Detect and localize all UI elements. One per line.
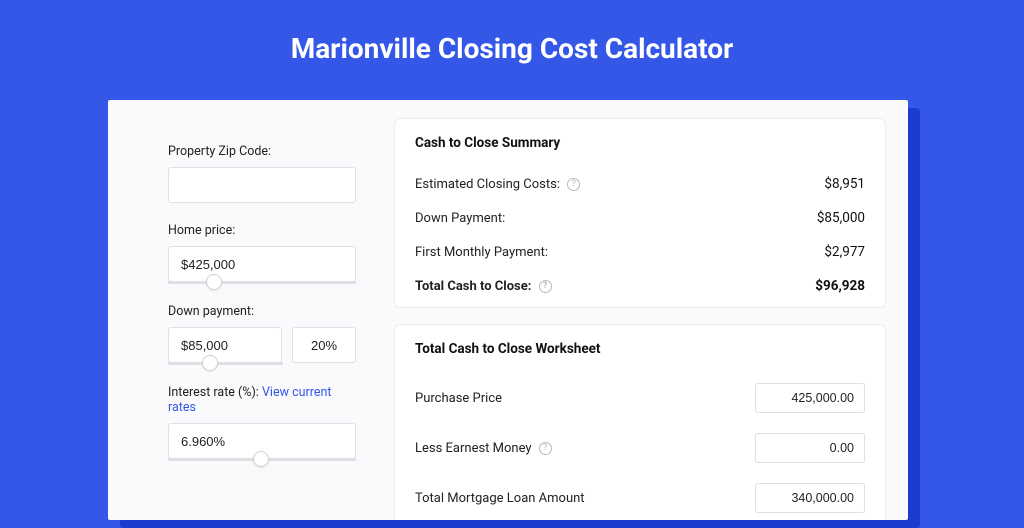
worksheet-input-loan-amount[interactable] xyxy=(755,483,865,513)
down-payment-slider[interactable] xyxy=(168,362,283,365)
zip-field-group: Property Zip Code: xyxy=(168,144,356,203)
home-price-slider-thumb[interactable] xyxy=(206,274,222,290)
summary-title: Cash to Close Summary xyxy=(415,135,865,151)
worksheet-title: Total Cash to Close Worksheet xyxy=(415,341,865,357)
summary-label-text: Estimated Closing Costs: xyxy=(415,177,560,192)
summary-panel: Cash to Close Summary Estimated Closing … xyxy=(394,118,886,308)
summary-total-value: $96,928 xyxy=(815,278,865,294)
zip-label: Property Zip Code: xyxy=(168,144,356,159)
results-column: Cash to Close Summary Estimated Closing … xyxy=(378,100,908,520)
down-payment-slider-thumb[interactable] xyxy=(202,355,218,371)
summary-total-label-text: Total Cash to Close: xyxy=(415,279,531,294)
inputs-column: Property Zip Code: Home price: Down paym… xyxy=(108,100,378,520)
worksheet-label: Less Earnest Money ? xyxy=(415,441,552,456)
help-icon[interactable]: ? xyxy=(567,178,580,191)
interest-rate-slider[interactable] xyxy=(168,458,356,461)
summary-label: First Monthly Payment: xyxy=(415,245,548,260)
summary-value: $2,977 xyxy=(824,244,865,260)
worksheet-label-text: Less Earnest Money xyxy=(415,441,532,456)
worksheet-label: Purchase Price xyxy=(415,391,502,406)
down-payment-pct-input[interactable] xyxy=(292,327,356,363)
down-payment-label: Down payment: xyxy=(168,304,356,319)
summary-value: $85,000 xyxy=(817,210,865,226)
worksheet-input-earnest-money[interactable] xyxy=(755,433,865,463)
down-payment-field-group: Down payment: xyxy=(168,304,356,365)
summary-label: Down Payment: xyxy=(415,211,505,226)
summary-value: $8,951 xyxy=(824,176,865,192)
summary-label: Estimated Closing Costs: ? xyxy=(415,177,580,192)
worksheet-label: Total Mortgage Loan Amount xyxy=(415,491,585,506)
summary-row-total: Total Cash to Close: ? $96,928 xyxy=(415,269,865,303)
worksheet-row-earnest-money: Less Earnest Money ? xyxy=(415,423,865,473)
interest-rate-label: Interest rate (%): View current rates xyxy=(168,385,356,415)
worksheet-panel: Total Cash to Close Worksheet Purchase P… xyxy=(394,324,886,520)
interest-rate-field-group: Interest rate (%): View current rates xyxy=(168,385,356,461)
down-payment-input[interactable] xyxy=(168,327,282,363)
calculator-card: Property Zip Code: Home price: Down paym… xyxy=(108,100,908,520)
interest-rate-slider-thumb[interactable] xyxy=(253,451,269,467)
zip-input[interactable] xyxy=(168,167,356,203)
help-icon[interactable]: ? xyxy=(539,442,552,455)
page-title: Marionville Closing Cost Calculator xyxy=(0,0,1024,89)
interest-rate-label-text: Interest rate (%): xyxy=(168,385,259,400)
summary-row-closing-costs: Estimated Closing Costs: ? $8,951 xyxy=(415,167,865,201)
home-price-label: Home price: xyxy=(168,223,356,238)
home-price-slider[interactable] xyxy=(168,281,356,284)
worksheet-input-purchase-price[interactable] xyxy=(755,383,865,413)
home-price-field-group: Home price: xyxy=(168,223,356,284)
home-price-input[interactable] xyxy=(168,246,356,282)
summary-row-first-payment: First Monthly Payment: $2,977 xyxy=(415,235,865,269)
help-icon[interactable]: ? xyxy=(539,280,552,293)
summary-row-down-payment: Down Payment: $85,000 xyxy=(415,201,865,235)
worksheet-row-purchase-price: Purchase Price xyxy=(415,373,865,423)
worksheet-row-loan-amount: Total Mortgage Loan Amount xyxy=(415,473,865,520)
summary-total-label: Total Cash to Close: ? xyxy=(415,279,552,294)
